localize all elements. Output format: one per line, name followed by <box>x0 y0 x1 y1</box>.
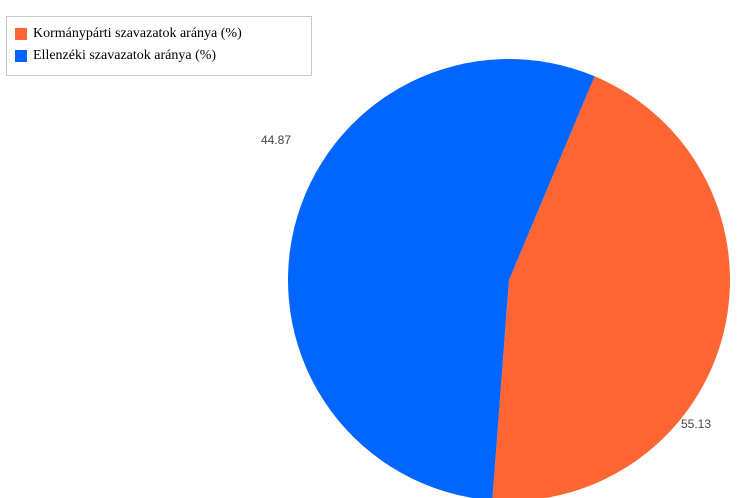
legend-label-ellenzeki: Ellenzéki szavazatok aránya (%) <box>33 48 217 63</box>
legend-item-kormanyparti[interactable]: Kormánypárti szavazatok aránya (%) <box>15 25 242 43</box>
pie-slice-0[interactable] <box>492 76 730 498</box>
legend-swatch-kormanyparti <box>15 28 27 40</box>
pie-slice-1[interactable] <box>288 59 595 498</box>
pie-slices <box>288 59 730 498</box>
slice-value-label-1: 55.13 <box>681 417 711 431</box>
legend-label-kormanyparti: Kormánypárti szavazatok aránya (%) <box>33 26 242 41</box>
slice-value-label-0: 44.87 <box>261 133 291 147</box>
legend-swatch-ellenzeki <box>15 50 27 62</box>
chart-legend: Kormánypárti szavazatok aránya (%) Ellen… <box>6 16 312 76</box>
legend-item-ellenzeki[interactable]: Ellenzéki szavazatok aránya (%) <box>15 47 216 65</box>
slice-labels: 44.87 55.13 <box>261 133 711 431</box>
